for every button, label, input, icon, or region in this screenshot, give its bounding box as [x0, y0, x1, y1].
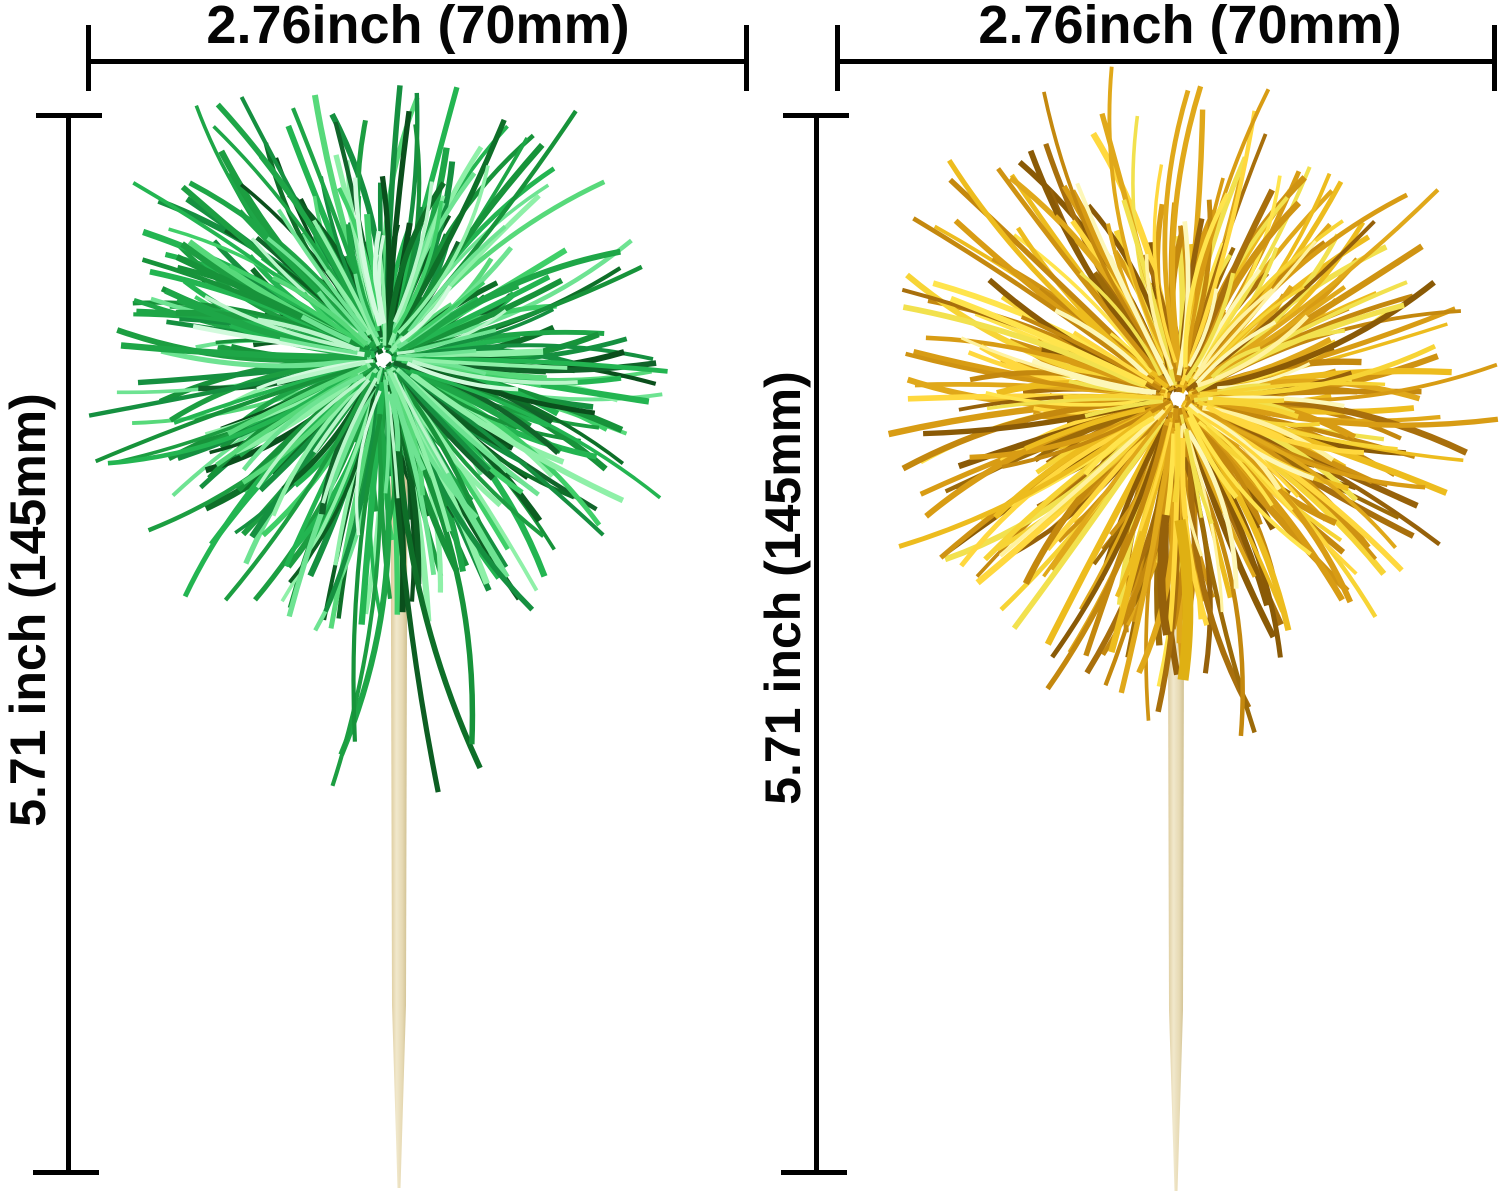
height-dimension-label: 5.71 inch (145mm): [0, 393, 56, 827]
green-bamboo-stick: [390, 440, 408, 1188]
dimension-tick: [36, 113, 102, 118]
dimension-tick: [33, 1170, 99, 1175]
dimension-tick: [86, 25, 91, 91]
dimension-tick: [783, 113, 849, 118]
dimension-line: [88, 59, 748, 64]
gold-tinsel-pick: [887, 66, 1499, 1191]
dimension-tick: [1492, 25, 1497, 91]
gold-tinsel-pom: [887, 66, 1499, 737]
dimension-tick: [744, 25, 749, 91]
green-tinsel-pick: [88, 85, 668, 1188]
dimension-line: [837, 59, 1496, 64]
height-dimension-label: 5.71 inch (145mm): [755, 371, 811, 805]
dimension-tick: [835, 25, 840, 91]
width-dimension-label: 2.76inch (70mm): [978, 0, 1402, 55]
dimension-line: [66, 115, 71, 1175]
dimension-tick: [781, 1170, 847, 1175]
width-dimension-label: 2.76inch (70mm): [206, 0, 630, 55]
green-tinsel-pom: [88, 85, 668, 793]
dimension-line: [814, 115, 819, 1175]
